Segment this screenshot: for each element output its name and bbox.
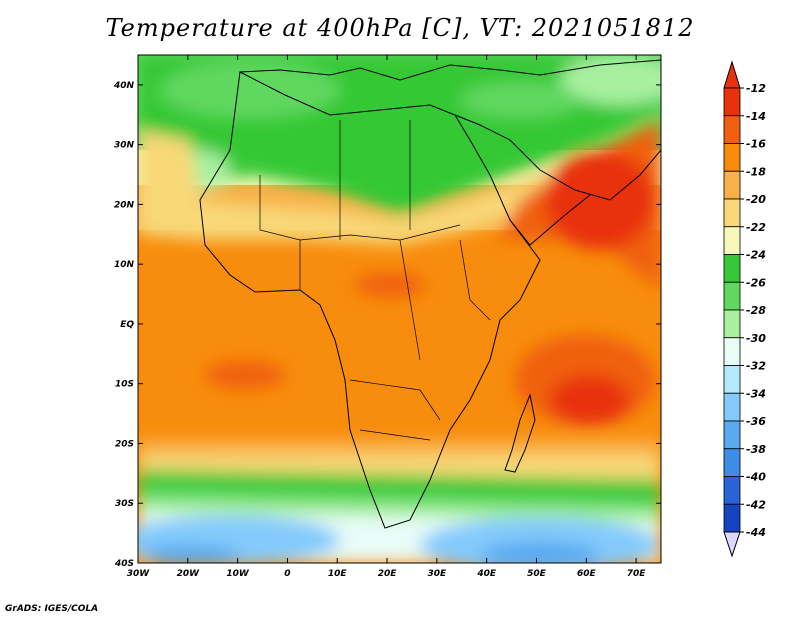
colorbar: -12 -14 -16 -18 -20 -22 -24 -26 -28 -30 -32 -34 -36 -…: [723, 60, 766, 558]
colorbar-label: -32: [746, 360, 766, 373]
colorbar-segment: [723, 87, 741, 117]
colorbar-label: -30: [746, 332, 766, 345]
lon-tick-label: 20W: [177, 569, 201, 579]
map-title: Temperature at 400hPa [C], VT: 202105181…: [105, 14, 695, 42]
country-borders: [259, 120, 491, 441]
colorbar-label: -36: [746, 415, 766, 428]
longitude-axis: 30W 20W 10W 0 10E 20E 30E 40E 50E 60E 70E: [127, 55, 647, 579]
colorbar-segment: [723, 226, 741, 255]
lon-tick-label: 10W: [226, 569, 250, 579]
colorbar-label: -44: [746, 526, 766, 539]
lat-tick-label: 30S: [115, 499, 134, 509]
colorbar-segment: [723, 448, 741, 477]
lon-tick-label: 30W: [127, 569, 151, 579]
colorbar-label: -20: [746, 193, 766, 206]
colorbar-segment: [723, 143, 741, 172]
colorbar-label: -16: [746, 138, 766, 151]
lon-tick-label: 50E: [527, 569, 547, 579]
colorbar-segment: [723, 337, 741, 366]
colorbar-segment: [723, 281, 741, 311]
colorbar-segment: [723, 309, 741, 339]
lat-tick-label: 10N: [114, 260, 135, 270]
colorbar-label: -22: [746, 221, 766, 234]
map-frame: [137, 54, 662, 564]
colorbar-label: -42: [746, 498, 766, 511]
lat-tick-label: 40S: [114, 559, 134, 569]
colorbar-label: -12: [746, 82, 766, 95]
colorbar-segment: [723, 420, 741, 450]
colorbar-label: -18: [746, 165, 766, 178]
colorbar-segment: [723, 170, 741, 200]
colorbar-segment: [723, 115, 741, 144]
colorbar-segment: [723, 476, 741, 505]
lon-tick-label: 40E: [476, 569, 497, 579]
lon-tick-label: 70E: [627, 569, 647, 579]
coastlines: [199, 59, 661, 529]
colorbar-label: -34: [746, 387, 766, 400]
colorbar-label: -14: [746, 110, 766, 123]
grads-credit: GrADS: IGES/COLA: [5, 604, 99, 614]
colorbar-segment: [723, 503, 741, 533]
colorbar-label: -40: [746, 471, 766, 484]
colorbar-bottom-arrow: [723, 531, 741, 558]
lon-tick-label: 10E: [328, 569, 348, 579]
colorbar-top-arrow: [723, 60, 741, 89]
colorbar-label: -38: [746, 443, 766, 456]
lon-tick-label: 0: [284, 569, 290, 579]
lat-tick-label: 20S: [115, 439, 134, 449]
colorbar-segment: [723, 198, 741, 228]
colorbar-label: -28: [746, 304, 766, 317]
lat-tick-label: 30N: [114, 141, 135, 151]
temperature-field: [138, 55, 661, 563]
lon-tick-label: 30E: [428, 569, 448, 579]
colorbar-segment: [723, 254, 741, 283]
lon-tick-label: 60E: [577, 569, 597, 579]
lat-tick-label: 10S: [115, 380, 134, 390]
colorbar-segment: [723, 392, 741, 422]
colorbar-segment: [723, 365, 741, 394]
lat-tick-label: EQ: [120, 320, 134, 330]
latitude-axis: 40N 30N 20N 10N EQ 10S 20S 30S 40S: [113, 81, 661, 569]
lat-tick-label: 20N: [114, 200, 135, 210]
lat-tick-label: 40N: [113, 81, 135, 91]
colorbar-label: -26: [746, 276, 766, 289]
lon-tick-label: 20E: [378, 569, 398, 579]
colorbar-label: -24: [746, 249, 766, 262]
